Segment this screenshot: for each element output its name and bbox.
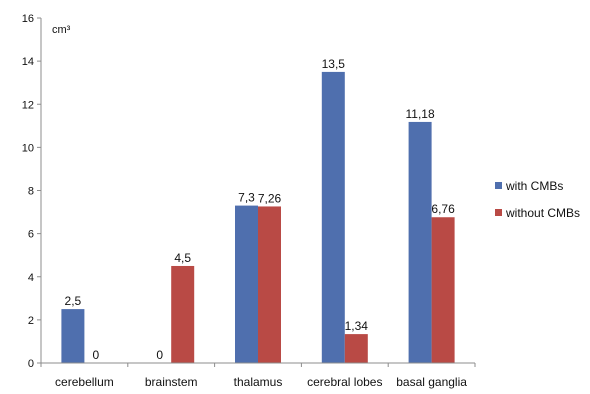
x-axis: cerebellum brainstem thalamus cerebral lobe… xyxy=(40,362,476,389)
bar-with-cmbs xyxy=(321,71,345,363)
data-label: 6,76 xyxy=(431,202,455,216)
y-tick-label: 12 xyxy=(22,99,34,111)
legend-label-with-cmbs: with CMBs xyxy=(505,179,563,193)
y-axis: 0 2 4 6 8 10 12 14 16 xyxy=(22,13,42,370)
x-category-label: cerebral lobes xyxy=(307,375,382,389)
data-label: 7,26 xyxy=(258,191,282,205)
y-axis-unit-label: cm³ xyxy=(52,24,71,36)
data-label: 4,5 xyxy=(174,251,191,265)
x-category-label: thalamus xyxy=(234,375,283,389)
data-label: 11,18 xyxy=(406,107,435,121)
bar-without-cmbs xyxy=(344,334,368,363)
bar-with-cmbs xyxy=(408,121,432,364)
bar-without-cmbs xyxy=(258,206,281,363)
legend-label-without-cmbs: without CMBs xyxy=(505,206,580,220)
legend-swatch-with-cmbs xyxy=(495,182,502,189)
y-tick-label: 10 xyxy=(22,142,34,154)
bars-group xyxy=(61,71,455,364)
legend-swatch-without-cmbs xyxy=(495,209,502,216)
bar-with-cmbs xyxy=(235,205,258,363)
data-label: 2,5 xyxy=(65,294,82,308)
bar-without-cmbs xyxy=(431,217,455,363)
data-label: 0 xyxy=(156,348,163,362)
data-labels-group: 2,5 0 0 4,5 7,3 7,26 13,5 1,34 11,18 6,76 xyxy=(65,57,456,362)
data-label: 7,3 xyxy=(238,191,255,205)
y-tick-label: 0 xyxy=(28,358,34,370)
data-label: 0 xyxy=(93,348,100,362)
data-label: 1,34 xyxy=(345,319,369,333)
data-label: 13,5 xyxy=(322,57,346,71)
bar-with-cmbs xyxy=(61,309,85,363)
y-tick-label: 6 xyxy=(28,229,34,241)
x-category-label: brainstem xyxy=(145,375,198,389)
y-tick-label: 16 xyxy=(22,13,34,25)
y-tick-label: 14 xyxy=(22,56,34,68)
y-tick-label: 4 xyxy=(28,272,34,284)
bar-without-cmbs xyxy=(171,265,195,363)
y-tick-label: 8 xyxy=(28,186,34,198)
x-category-label: cerebellum xyxy=(55,375,114,389)
x-category-label: basal ganglia xyxy=(396,375,467,389)
y-tick-label: 2 xyxy=(28,315,34,327)
legend: with CMBs without CMBs xyxy=(495,179,580,220)
